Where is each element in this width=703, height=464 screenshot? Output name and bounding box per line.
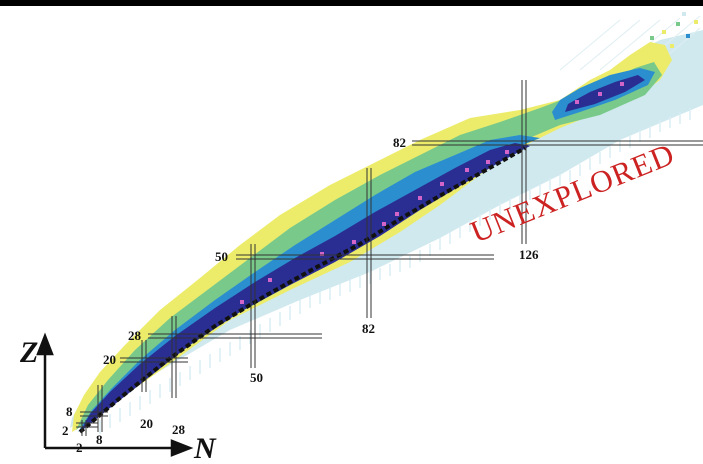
magic-z-82-label: 82 [393,135,406,150]
predicted-fringe [99,108,691,434]
magic-n-126-label: 126 [519,247,539,262]
magic-lines [76,80,703,436]
axes [36,332,194,457]
stable-valley [78,146,526,434]
top-border [0,0,703,6]
magic-n-2-label: 2 [76,440,83,455]
magic-z-50-label: 50 [215,249,228,264]
magic-z-8-label: 8 [66,404,73,419]
magic-z-20-label: 20 [103,352,116,367]
magic-n-50-label: 50 [250,370,263,385]
magic-z-2-label: 2 [62,423,69,438]
magic-n-8-label: 8 [96,432,103,447]
magic-z-28-label: 28 [128,328,142,343]
magic-n-82-label: 82 [362,321,375,336]
scattered-cells [650,12,698,48]
z-axis-arrowhead [36,332,54,356]
magic-n-28-label: 28 [172,422,186,437]
z-axis-label: Z [19,336,38,369]
n-axis-arrowhead [170,439,194,457]
n-axis-label: N [193,432,217,464]
magic-n-20-label: 20 [140,416,153,431]
navy-island [565,75,645,112]
magenta-speckles [240,82,624,304]
